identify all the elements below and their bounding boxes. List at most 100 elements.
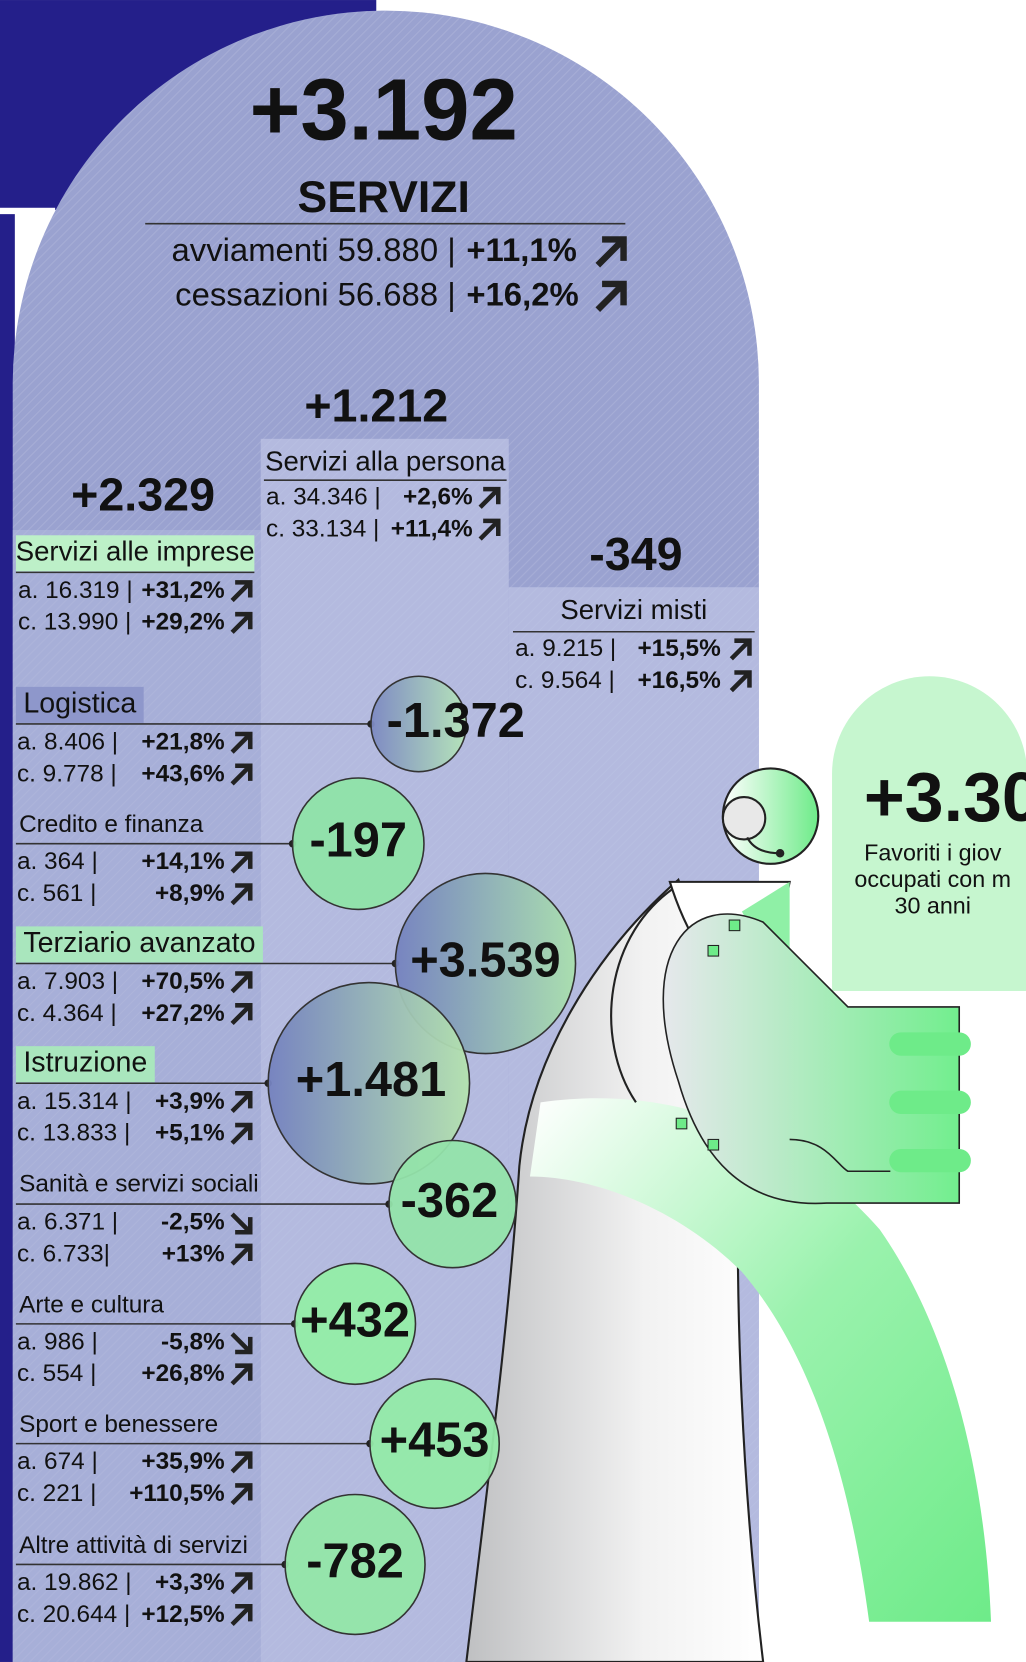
flow-label: a. 6.371 | bbox=[17, 1209, 118, 1236]
subsector-name: Credito e finanza bbox=[19, 811, 204, 838]
flow-label: c. 4.364 | bbox=[17, 1000, 117, 1027]
flow-change: +8,9% bbox=[155, 880, 225, 907]
flow-change: +12,5% bbox=[141, 1601, 225, 1628]
trend-arrow bbox=[230, 1572, 253, 1595]
flow-change: -5,8% bbox=[161, 1328, 225, 1355]
trend-arrow bbox=[230, 731, 253, 754]
trend-arrow bbox=[230, 611, 253, 634]
sector-name: Servizi misti bbox=[560, 594, 707, 625]
flow-label: a. 9.215 | bbox=[515, 635, 616, 662]
flow-label: a. 16.319 | bbox=[18, 577, 133, 604]
flow-change: +43,6% bbox=[141, 760, 225, 787]
button bbox=[707, 1138, 720, 1151]
sector-name: Servizi alle imprese bbox=[16, 536, 255, 567]
subsector-name: Terziario avanzato bbox=[23, 927, 255, 959]
trend-arrow bbox=[230, 1363, 253, 1386]
trend-arrow bbox=[230, 1332, 253, 1355]
trend-arrow bbox=[230, 1091, 253, 1114]
total-value: +3.192 bbox=[250, 62, 518, 159]
illustration bbox=[465, 767, 992, 1662]
flow-label: a. 19.862 | bbox=[17, 1569, 132, 1596]
name-highlight bbox=[15, 1046, 155, 1083]
trend-arrow bbox=[230, 883, 253, 906]
flow-label: avviamenti 59.880 | bbox=[172, 231, 456, 268]
headphone bbox=[721, 796, 767, 841]
flow-label: c. 554 | bbox=[17, 1360, 96, 1387]
bubble-value: +432 bbox=[300, 1294, 410, 1348]
side-value: +3.30 bbox=[864, 758, 1026, 836]
trend-arrow bbox=[230, 971, 253, 994]
flow-label: c. 20.644 | bbox=[17, 1601, 130, 1628]
flow-label: c. 9.564 | bbox=[515, 667, 615, 694]
flow-label: a. 674 | bbox=[17, 1448, 98, 1475]
flow-change: +13% bbox=[162, 1240, 225, 1267]
white-rule bbox=[0, 207, 56, 215]
flow-change: +35,9% bbox=[141, 1448, 225, 1475]
trend-arrow bbox=[595, 280, 627, 312]
name-highlight bbox=[15, 686, 144, 723]
bubble bbox=[388, 1139, 517, 1269]
bubble bbox=[267, 981, 471, 1185]
sector-value: -349 bbox=[589, 528, 682, 580]
flow-change: +2,6% bbox=[403, 484, 473, 511]
flow-change: +3,3% bbox=[155, 1569, 225, 1596]
flow-change: +26,8% bbox=[141, 1360, 225, 1387]
flow-change: +16,2% bbox=[466, 275, 578, 312]
side-text: occupati con m bbox=[854, 866, 1011, 892]
flow-change: +110,5% bbox=[129, 1480, 225, 1507]
bubble-value: +3.539 bbox=[410, 933, 560, 987]
bubble-value: -782 bbox=[306, 1534, 404, 1588]
trend-arrow bbox=[230, 763, 253, 786]
trend-arrow bbox=[595, 236, 627, 268]
flow-label: cessazioni 56.688 | bbox=[175, 275, 456, 312]
trend-arrow bbox=[230, 1483, 253, 1506]
flow-change: +16,5% bbox=[637, 667, 721, 694]
flow-label: c. 33.134 | bbox=[266, 515, 379, 542]
fingers bbox=[889, 1032, 971, 1173]
flow-label: c. 561 | bbox=[17, 880, 96, 907]
seam bbox=[610, 884, 679, 1103]
bubble bbox=[291, 777, 425, 911]
flow-label: a. 34.346 | bbox=[266, 484, 381, 511]
flow-change: +11,4% bbox=[391, 515, 473, 542]
section-title: SERVIZI bbox=[298, 173, 470, 222]
flow-label: c. 6.733| bbox=[17, 1240, 110, 1267]
sleeve bbox=[529, 1098, 992, 1622]
subsector-name: Sport e benessere bbox=[19, 1411, 218, 1438]
flow-change: +15,5% bbox=[637, 635, 721, 662]
bubble bbox=[293, 1262, 417, 1386]
bubble bbox=[369, 1378, 501, 1510]
flow-label: a. 15.314 | bbox=[17, 1088, 132, 1115]
flow-label: a. 8.406 | bbox=[17, 728, 118, 755]
flow-label: c. 13.833 | bbox=[17, 1120, 130, 1147]
name-highlight bbox=[15, 926, 263, 963]
trend-arrow bbox=[230, 1212, 253, 1235]
trend-arrow bbox=[478, 518, 501, 541]
flow-label: a. 986 | bbox=[17, 1328, 98, 1355]
flow-change: +27,2% bbox=[141, 1000, 225, 1027]
flow-change: +29,2% bbox=[141, 609, 225, 636]
name-highlight bbox=[15, 535, 255, 572]
sector-value: +1.212 bbox=[304, 379, 448, 431]
trend-arrow bbox=[230, 1243, 253, 1266]
trend-arrow bbox=[230, 1451, 253, 1474]
subsector-name: Altre attività di servizi bbox=[19, 1532, 248, 1559]
trend-arrow bbox=[729, 638, 752, 661]
trend-arrow bbox=[729, 670, 752, 693]
side-panel bbox=[832, 676, 1026, 992]
bubble-value: -197 bbox=[309, 814, 407, 868]
trend-arrow bbox=[230, 1122, 253, 1145]
thumb bbox=[789, 1138, 891, 1173]
flow-change: +21,8% bbox=[141, 728, 225, 755]
bubble-value: +453 bbox=[380, 1414, 490, 1468]
content: +3.192 SERVIZI avviamenti 59.880 | +11,1% ce… bbox=[15, 62, 1026, 1636]
bubble bbox=[370, 675, 468, 773]
flow-label: c. 221 | bbox=[17, 1480, 96, 1507]
sector-name: Servizi alla persona bbox=[265, 445, 506, 476]
bubble-value: +1.481 bbox=[296, 1053, 446, 1107]
side-text: Favoriti i giov bbox=[864, 839, 1002, 865]
flow-label: c. 9.778 | bbox=[17, 760, 117, 787]
button bbox=[707, 944, 720, 957]
trend-arrow bbox=[230, 580, 253, 603]
